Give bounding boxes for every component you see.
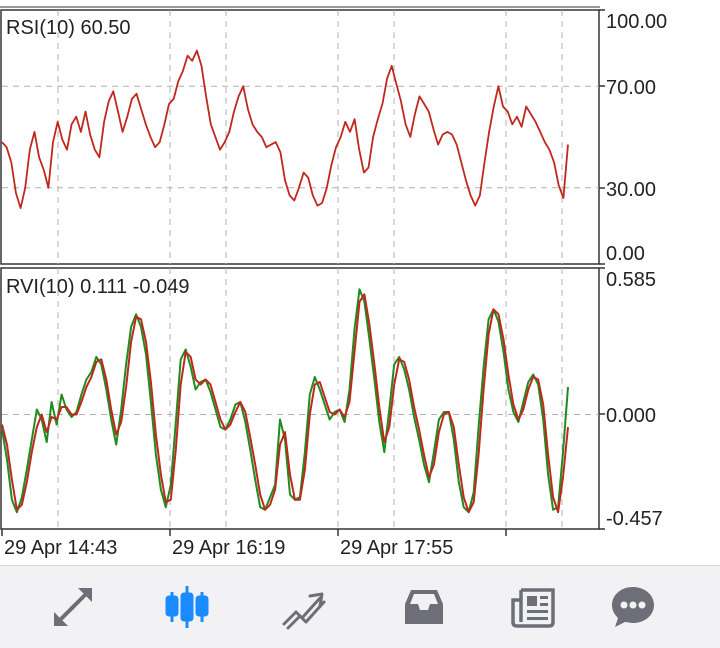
rsi-panel-frame bbox=[0, 9, 600, 265]
rsi-tick-100: 100.00 bbox=[606, 11, 667, 33]
nav-trade[interactable] bbox=[254, 566, 354, 648]
rsi-series bbox=[1, 49, 569, 210]
rvi-series bbox=[1, 288, 569, 514]
x-label-2: 29 Apr 16:19 bbox=[172, 537, 285, 559]
rvi-title: RVI(10) 0.111 -0.049 bbox=[6, 276, 189, 298]
chat-bubble-icon bbox=[612, 587, 654, 627]
candlestick-chart-icon bbox=[165, 586, 209, 628]
quotes-arrows-icon bbox=[54, 588, 92, 626]
nav-news[interactable] bbox=[483, 566, 583, 648]
nav-quotes[interactable] bbox=[23, 566, 123, 648]
rsi-line bbox=[1, 49, 569, 210]
history-tray-icon bbox=[405, 590, 443, 624]
axis-ticks bbox=[1, 9, 605, 536]
rsi-tick-70: 70.00 bbox=[606, 77, 656, 99]
chart-grid bbox=[2, 10, 599, 529]
rvi-signal-line bbox=[1, 293, 569, 514]
x-label-1: 29 Apr 14:43 bbox=[4, 537, 117, 559]
nav-chart[interactable] bbox=[137, 566, 237, 648]
nav-history[interactable] bbox=[374, 566, 474, 648]
rvi-panel-frame bbox=[0, 267, 600, 530]
rvi-tick-zero: 0.000 bbox=[606, 405, 656, 427]
rsi-tick-30: 30.00 bbox=[606, 179, 656, 201]
rsi-tick-0: 0.00 bbox=[606, 243, 645, 265]
rvi-tick-min: -0.457 bbox=[606, 508, 663, 530]
chart-area[interactable]: RSI(10) 60.50 RVI(10) 0.111 -0.049 100.0… bbox=[0, 0, 720, 565]
news-icon bbox=[511, 588, 555, 628]
nav-chat[interactable] bbox=[583, 566, 683, 648]
rvi-tick-max: 0.585 bbox=[606, 269, 656, 291]
bottom-nav-bar bbox=[0, 565, 720, 648]
trade-chart-icon bbox=[282, 592, 326, 630]
x-label-3: 29 Apr 17:55 bbox=[340, 537, 453, 559]
rsi-title: RSI(10) 60.50 bbox=[6, 17, 131, 39]
